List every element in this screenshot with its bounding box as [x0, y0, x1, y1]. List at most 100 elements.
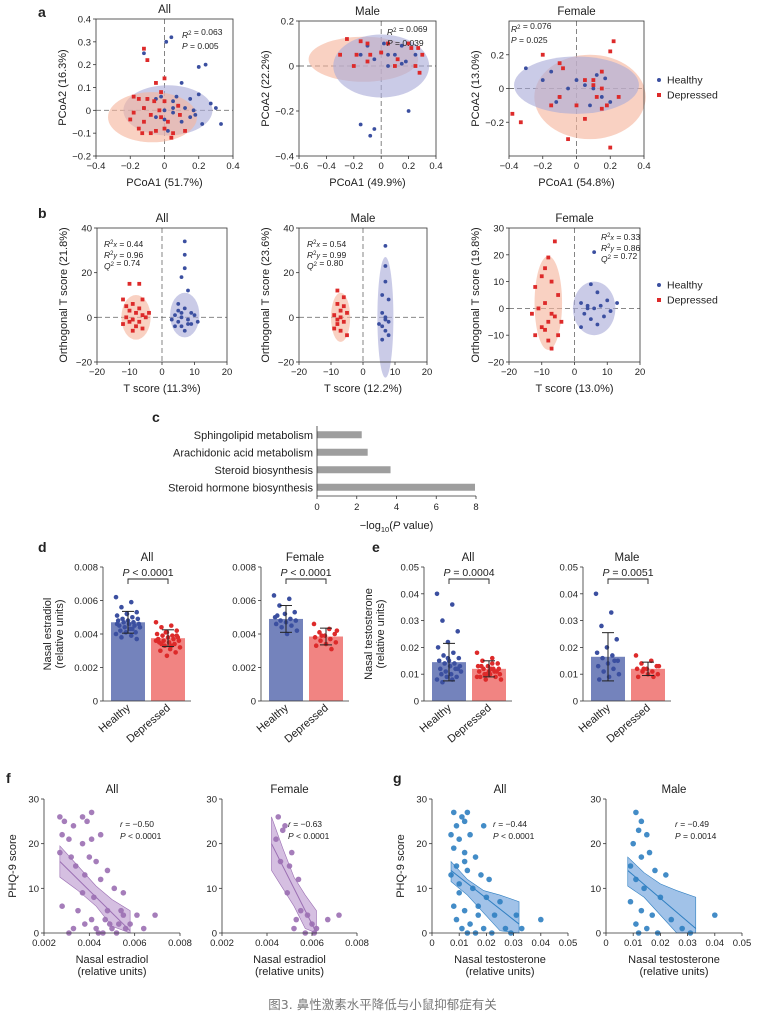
stat-value: = 0.72 — [611, 251, 638, 261]
depressed-dot — [168, 623, 174, 628]
healthy-dot — [133, 630, 138, 635]
healthy-point — [540, 78, 545, 82]
depressed-point — [533, 333, 538, 338]
healthy-dot — [604, 645, 610, 650]
depressed-dot — [484, 671, 490, 677]
data-point — [450, 903, 457, 909]
depressed-point — [546, 338, 551, 343]
depressed-dot — [480, 658, 485, 664]
depressed-point — [549, 346, 554, 351]
depressed-point — [559, 319, 564, 324]
plot-a_female — [509, 21, 646, 156]
y-tick-label: 10 — [416, 884, 427, 895]
healthy-point — [608, 100, 613, 104]
stat-value: = 0.80 — [317, 258, 344, 268]
x-tick-label: 0.02 — [651, 938, 670, 949]
healthy-dot — [130, 614, 135, 620]
depressed-point — [183, 128, 187, 133]
stat-value: = 0.025 — [517, 35, 548, 45]
healthy-dot — [271, 593, 277, 598]
data-point — [630, 840, 636, 847]
x-tick-label: 0.002 — [210, 938, 234, 949]
x-tick-label: 0 — [159, 367, 164, 378]
legend-depressed-marker — [657, 298, 661, 302]
stat-value: = 0.33 — [614, 232, 641, 242]
depressed-dot — [489, 661, 495, 666]
depressed-dot — [656, 663, 662, 669]
healthy-point — [154, 115, 158, 120]
x-tick-label: 10 — [390, 367, 401, 378]
healthy-dot — [286, 596, 292, 602]
healthy-dot — [612, 658, 617, 664]
healthy-dot — [130, 626, 135, 632]
depressed-point — [134, 310, 138, 315]
y-tick-label: 0.006 — [74, 596, 98, 607]
data-point — [638, 854, 645, 860]
data-point — [275, 814, 282, 820]
healthy-dot — [451, 650, 456, 656]
depressed-point — [518, 120, 523, 125]
depressed-point — [368, 52, 373, 57]
y-tick-label: 0.03 — [560, 616, 579, 627]
stat-annotation: R2 = 0.069 — [387, 24, 428, 37]
healthy-dot — [614, 637, 620, 642]
data-point — [461, 858, 468, 865]
data-point — [282, 823, 288, 829]
panel-title: Male — [351, 213, 376, 225]
depressed-ellipse — [107, 92, 198, 143]
data-point — [70, 925, 77, 932]
depressed-point — [417, 70, 422, 75]
data-point — [134, 912, 140, 918]
stat-annotation: P < 0.0001 — [493, 831, 535, 841]
y-tick-label: 20 — [28, 839, 39, 850]
y-axis-label: Orthogonal T score (23.6%) — [260, 227, 272, 362]
plot-b_male — [299, 228, 427, 378]
stat-value: = 0.99 — [320, 250, 347, 260]
depressed-dot — [479, 663, 484, 669]
depressed-point — [128, 117, 133, 122]
healthy-dot — [595, 663, 601, 669]
healthy-point — [380, 324, 385, 329]
y-tick-label: 0.04 — [560, 589, 579, 600]
x-tick-label: 4 — [394, 502, 399, 513]
axes-f_female: 0.002 0.004 0.006 0.008 0 10 20 30 — [206, 795, 368, 950]
axes-f_all: 0.002 0.004 0.006 0.008 0 10 20 30 — [28, 795, 191, 950]
data-point — [712, 912, 718, 918]
healthy-dot — [455, 666, 461, 672]
data-point — [286, 863, 293, 869]
depressed-point — [140, 297, 145, 302]
data-point — [453, 823, 460, 829]
healthy-point — [372, 57, 377, 62]
depressed-point — [176, 103, 181, 108]
x-tick-label: 0.008 — [345, 938, 369, 949]
data-point — [72, 863, 79, 869]
data-point — [486, 876, 492, 883]
data-point — [470, 885, 476, 892]
axes-a_all: −0.4 −0.2 0 0.2 0.4−0.2−0.100.10.20.30.4 — [72, 15, 239, 173]
healthy-dot — [132, 623, 137, 628]
healthy-point — [171, 110, 175, 115]
healthy-point — [579, 301, 583, 305]
stat-value: = −0.49 — [678, 819, 709, 829]
depressed-dot — [174, 633, 180, 638]
p-symbol: P — [602, 567, 609, 579]
stat-superscript: 2 — [188, 31, 192, 37]
data-point — [480, 823, 487, 829]
y-tick-label: 20 — [206, 839, 217, 850]
data-point — [79, 814, 86, 820]
healthy-point — [383, 328, 388, 333]
depressed-point — [386, 41, 390, 46]
x-tick-label: −0.2 — [121, 161, 140, 172]
x-axis-label: Nasal estradiol — [253, 954, 326, 966]
depressed-point — [599, 69, 604, 74]
healthy-dot — [293, 618, 299, 623]
data-point — [657, 894, 664, 901]
healthy-dot — [118, 628, 123, 633]
depressed-dot — [153, 619, 159, 625]
depressed-dot — [476, 669, 482, 674]
healthy-dot — [134, 609, 140, 615]
depressed-point — [127, 308, 132, 313]
data-point — [627, 898, 634, 905]
depressed-dot — [168, 643, 174, 649]
y-tick-label: 0.008 — [232, 563, 256, 574]
